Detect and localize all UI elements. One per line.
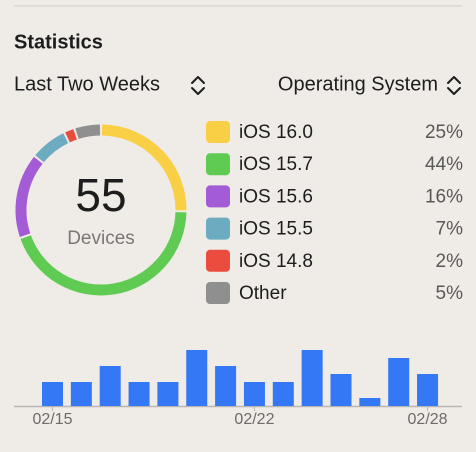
center-value: 55 — [75, 169, 126, 221]
bar — [128, 382, 150, 406]
legend-value: 44% — [425, 154, 463, 175]
period-selector[interactable]: Last Two Weeks — [14, 73, 205, 95]
bar — [186, 350, 208, 406]
donut-segment — [101, 124, 187, 211]
bar — [215, 366, 237, 406]
chevron-icon — [191, 76, 205, 95]
legend-label: iOS 16.0 — [239, 122, 313, 143]
legend-swatch — [206, 217, 230, 240]
x-tick-label: 02/22 — [234, 411, 274, 428]
donut-segment — [20, 212, 187, 296]
legend-label: Other — [239, 283, 287, 304]
legend-swatch — [206, 185, 230, 208]
legend-value: 2% — [436, 251, 464, 272]
center-label: Devices — [67, 228, 135, 249]
donut-segment — [35, 133, 69, 163]
legend-value: 5% — [436, 283, 464, 304]
legend-label: iOS 15.5 — [239, 219, 313, 240]
bar — [99, 366, 121, 406]
bar — [42, 382, 63, 406]
donut-segment — [15, 156, 43, 237]
bar — [388, 358, 410, 406]
legend-value: 7% — [436, 219, 464, 240]
legend-swatch — [206, 153, 230, 176]
donut-segment — [75, 124, 101, 139]
bar — [359, 398, 381, 406]
bar — [301, 350, 323, 406]
donut-segment — [65, 129, 77, 143]
legend-label: iOS 15.6 — [239, 186, 313, 207]
chevron-icon — [447, 76, 461, 95]
bar — [70, 382, 92, 406]
section-title: Statistics — [14, 31, 103, 53]
legend-swatch — [206, 249, 230, 272]
legend-label: iOS 15.7 — [239, 154, 313, 175]
period-label[interactable]: Last Two Weeks — [14, 73, 160, 95]
legend-swatch — [206, 121, 230, 143]
legend-label: iOS 14.8 — [239, 251, 313, 272]
grouping-label[interactable]: Operating System — [278, 73, 438, 95]
legend-value: 25% — [425, 122, 463, 143]
legend-value: 16% — [425, 186, 463, 207]
bar — [243, 382, 265, 406]
bar — [330, 374, 352, 406]
legend-swatch — [206, 282, 230, 304]
bar — [157, 382, 179, 406]
bar — [272, 382, 294, 406]
grouping-selector[interactable]: Operating System — [278, 73, 461, 95]
x-tick-label: 02/28 — [408, 411, 448, 428]
x-tick-label: 02/15 — [32, 411, 72, 428]
bar — [417, 374, 439, 406]
